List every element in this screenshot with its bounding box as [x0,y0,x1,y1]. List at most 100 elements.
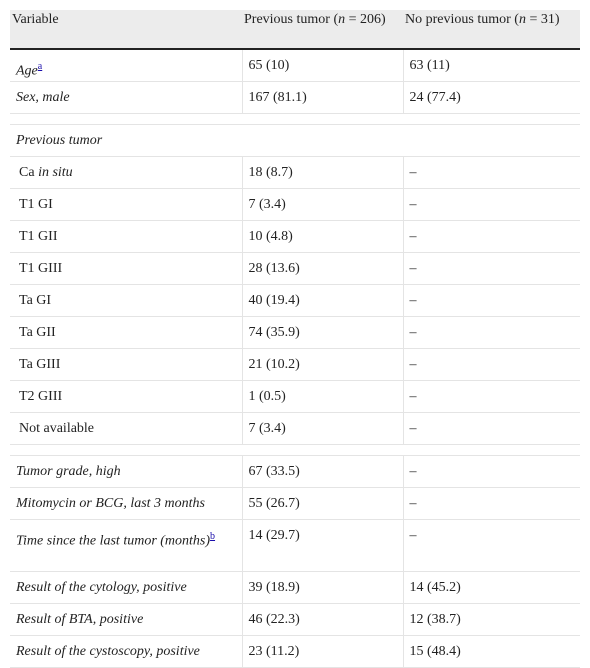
table-row: Result of BTA, positive 46 (22.3) 12 (38.7… [10,603,580,636]
table-row: Ta GII 74 (35.9) – [10,316,580,349]
value-cell: – [403,455,580,488]
variable-text: T2 GIII [19,389,63,404]
table-row: Not available 7 (3.4) – [10,412,580,445]
table-row: Previous tumor [10,124,580,157]
value-cell: 74 (35.9) [242,316,404,349]
variable-text: Not available [19,421,95,436]
variable-text: T1 GII [19,229,58,244]
value-cell: 14 (29.7) [242,519,404,572]
variable-text: Tumor grade, high [16,464,121,479]
value-cell: – [403,316,580,349]
footnote-ref: a [38,59,42,72]
variable-text: Ta GI [19,293,52,308]
variable-cell: Previous tumor [10,124,580,157]
table-row: Ta GIII 21 (10.2) – [10,348,580,381]
variable-text: in situ [38,165,73,180]
header-cell: Previous tumor (n = 206) [242,10,403,50]
variable-cell: Agea [10,49,243,82]
variable-cell: Result of BTA, positive [10,603,243,636]
value-cell: 1 (0.5) [242,380,404,413]
variable-cell: Ta GII [10,316,243,349]
value-cell: – [403,252,580,285]
value-cell: – [403,487,580,520]
value-cell: – [403,348,580,381]
variable-cell: Sex, male [10,81,243,114]
value-cell: – [403,380,580,413]
value-cell: 39 (18.9) [242,571,404,604]
value-cell: 55 (26.7) [242,487,404,520]
header-cell: No previous tumor (n = 31) [403,10,580,50]
header-text: No previous tumor ( [405,12,519,27]
spacer-row [10,444,580,456]
value-cell: 18 (8.7) [242,156,404,189]
table-row: Mitomycin or BCG, last 3 months 55 (26.7)… [10,487,580,520]
variable-cell: T1 GIII [10,252,243,285]
header-cell: Variable [10,10,242,50]
variable-cell: Mitomycin or BCG, last 3 months [10,487,243,520]
data-table: Variable Previous tumor (n = 206) No previ… [10,10,580,668]
variable-cell: Time since the last tumor (months)b [10,519,243,572]
spacer-cell [10,444,580,456]
table-row: Tumor grade, high 67 (33.5) – [10,455,580,488]
variable-cell: Not available [10,412,243,445]
table-row: Result of the cystoscopy, positive 23 (11… [10,635,580,668]
variable-text: Time since the last tumor (months) [16,533,211,549]
variable-text: Result of the cystoscopy, positive [16,644,200,659]
table-row: T2 GIII 1 (0.5) – [10,380,580,413]
header-text: Variable [12,12,59,27]
value-cell: – [403,284,580,317]
value-cell: 12 (38.7) [403,603,580,636]
value-cell: 23 (11.2) [242,635,404,668]
variable-text: T1 GIII [19,261,63,276]
variable-cell: Ta GI [10,284,243,317]
table-row: Agea 65 (10) 63 (11) [10,49,580,82]
value-cell: 21 (10.2) [242,348,404,381]
variable-text: Result of the cytology, positive [16,580,187,595]
value-cell: 28 (13.6) [242,252,404,285]
variable-cell: Ca in situ [10,156,243,189]
value-cell: – [403,188,580,221]
footnote-link[interactable]: b [210,531,216,542]
header-text: = 206) [345,12,386,27]
header-text: = 31) [525,12,560,27]
value-cell: 46 (22.3) [242,603,404,636]
variable-text: Ta GIII [19,357,61,372]
variable-cell: T1 GII [10,220,243,253]
variable-text: Mitomycin or BCG, last 3 months [16,496,205,511]
variable-cell: Tumor grade, high [10,455,243,488]
table-row: Ca in situ 18 (8.7) – [10,156,580,189]
header-row: Variable Previous tumor (n = 206) No previ… [10,10,580,50]
variable-text: Result of BTA, positive [16,612,144,627]
variable-text: Ta GII [19,325,56,340]
table-row: Time since the last tumor (months)b 14 (2… [10,519,580,572]
variable-cell: Result of the cystoscopy, positive [10,635,243,668]
table-row: Result of the cytology, positive 39 (18.9… [10,571,580,604]
variable-text: Ca [19,165,35,180]
table-row: T1 GI 7 (3.4) – [10,188,580,221]
footnote-link[interactable]: a [37,61,43,72]
value-cell: 15 (48.4) [403,635,580,668]
value-cell: 167 (81.1) [242,81,404,114]
value-cell: 24 (77.4) [403,81,580,114]
variable-text: Previous tumor [16,133,103,148]
table-row: T1 GII 10 (4.8) – [10,220,580,253]
value-cell: 10 (4.8) [242,220,404,253]
value-cell: – [403,519,580,572]
table-row: T1 GIII 28 (13.6) – [10,252,580,285]
table-row: Ta GI 40 (19.4) – [10,284,580,317]
value-cell: 7 (3.4) [242,412,404,445]
variable-cell: Result of the cytology, positive [10,571,243,604]
value-cell: 40 (19.4) [242,284,404,317]
variable-text: T1 GI [19,197,53,212]
footnote-ref: b [210,529,215,542]
header-text: Previous tumor ( [244,12,339,27]
variable-cell: Ta GIII [10,348,243,381]
value-cell: 67 (33.5) [242,455,404,488]
value-cell: – [403,220,580,253]
variable-cell: T2 GIII [10,380,243,413]
variable-text: Sex, male [16,90,70,105]
value-cell: 63 (11) [403,49,580,82]
italic-n: n [338,12,346,27]
value-cell: – [403,412,580,445]
